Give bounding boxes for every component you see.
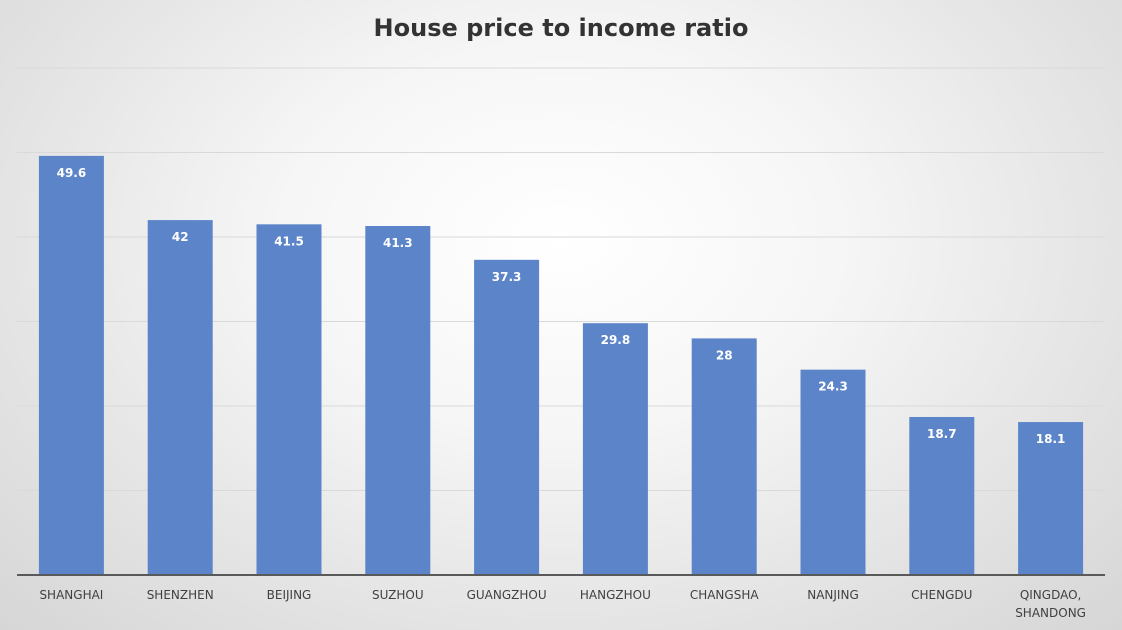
data-label: 37.3	[492, 270, 522, 284]
x-tick-label: SHENZHEN	[147, 588, 214, 602]
x-tick-label: GUANGZHOU	[467, 588, 547, 602]
data-label: 49.6	[57, 166, 87, 180]
data-label: 18.1	[1036, 432, 1066, 446]
x-tick-label: CHANGSHA	[690, 588, 760, 602]
data-label: 24.3	[818, 380, 848, 394]
bar	[691, 338, 757, 575]
data-label: 41.3	[383, 236, 413, 250]
bar	[582, 323, 648, 575]
bar	[909, 416, 975, 575]
data-label: 41.5	[274, 234, 304, 248]
data-label: 18.7	[927, 427, 957, 441]
bar	[1018, 422, 1084, 575]
data-label: 28	[716, 348, 733, 362]
x-tick-label: QINGDAO, SHANDONG	[1015, 588, 1086, 620]
x-tick-label: HANGZHOU	[580, 588, 651, 602]
x-tick-label: CHENGDU	[911, 588, 972, 602]
data-label: 29.8	[601, 333, 631, 347]
x-tick-label: NANJING	[807, 588, 859, 602]
bar	[256, 224, 322, 575]
bar	[38, 155, 104, 575]
bar	[800, 369, 866, 575]
bar	[474, 259, 540, 575]
x-tick-label: SUZHOU	[372, 588, 424, 602]
bar	[365, 226, 431, 575]
bar	[147, 220, 213, 575]
chart-title: House price to income ratio	[373, 14, 749, 42]
x-tick-label: SHANGHAI	[39, 588, 103, 602]
data-label: 42	[172, 230, 189, 244]
x-tick-label: BEIJING	[267, 588, 312, 602]
